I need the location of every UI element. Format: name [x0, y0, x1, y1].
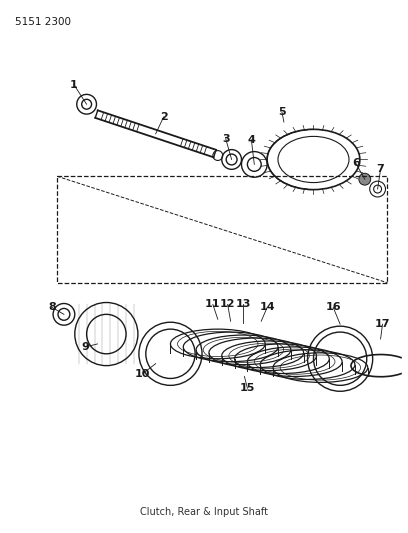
Text: 11: 11 — [205, 300, 221, 310]
Text: 12: 12 — [220, 300, 235, 310]
Circle shape — [359, 173, 371, 185]
Text: 5151 2300: 5151 2300 — [15, 18, 71, 27]
Text: 13: 13 — [236, 300, 251, 310]
Text: 2: 2 — [160, 112, 167, 122]
Text: 17: 17 — [375, 319, 390, 329]
Text: 4: 4 — [247, 135, 255, 145]
Text: Clutch, Rear & Input Shaft: Clutch, Rear & Input Shaft — [140, 506, 268, 516]
Text: 9: 9 — [82, 342, 90, 352]
Text: 5: 5 — [278, 107, 286, 117]
Text: 15: 15 — [240, 383, 255, 393]
Text: 1: 1 — [70, 79, 78, 90]
Text: 6: 6 — [352, 158, 360, 168]
Text: 7: 7 — [377, 164, 384, 174]
Bar — [57, 176, 388, 283]
Text: 8: 8 — [48, 302, 56, 312]
Text: 14: 14 — [259, 302, 275, 312]
Text: 3: 3 — [222, 134, 230, 144]
Text: 10: 10 — [135, 368, 151, 378]
Text: 16: 16 — [326, 302, 341, 312]
